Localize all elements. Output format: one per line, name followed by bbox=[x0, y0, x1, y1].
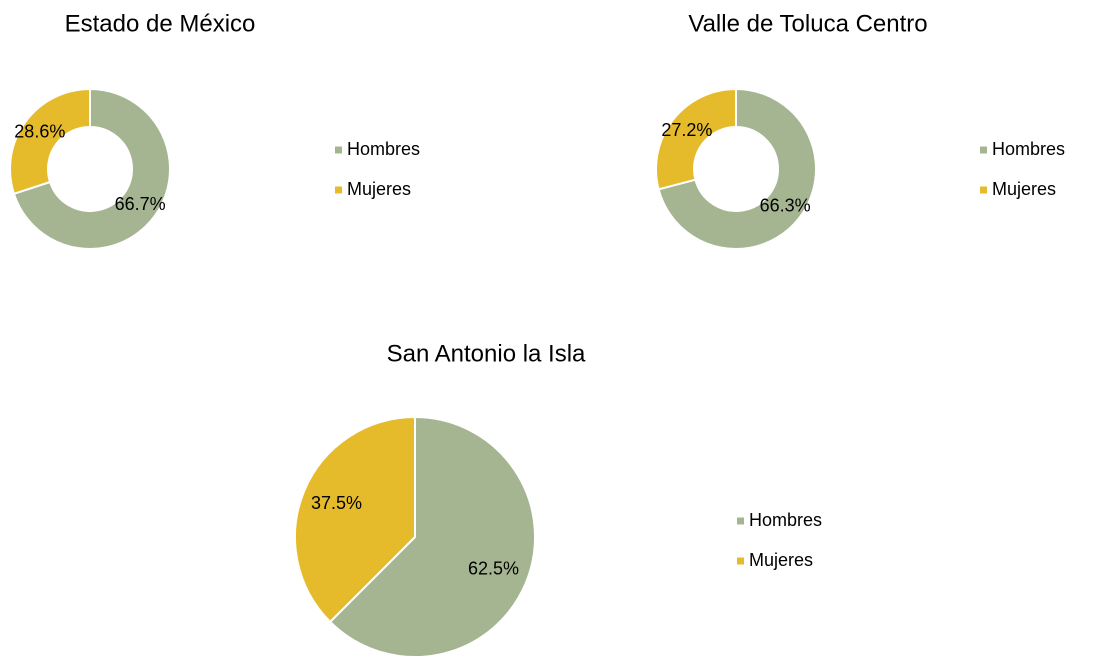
data-label: 66.7% bbox=[115, 194, 166, 214]
legend-swatch bbox=[335, 186, 342, 194]
chart-title: Valle de Toluca Centro bbox=[688, 10, 927, 37]
legend-label: Mujeres bbox=[347, 179, 411, 199]
donut-slice bbox=[657, 87, 817, 250]
legend-swatch bbox=[737, 517, 744, 525]
legend-swatch bbox=[737, 557, 744, 565]
legend-label: Hombres bbox=[347, 139, 420, 159]
chart-title: Estado de México bbox=[65, 10, 256, 37]
donut-slice bbox=[9, 87, 91, 196]
legend-label: Hombres bbox=[992, 139, 1065, 159]
legend-swatch bbox=[335, 146, 342, 154]
pie-slice bbox=[294, 415, 416, 624]
legend-label: Hombres bbox=[749, 510, 822, 530]
data-label: 28.6% bbox=[14, 121, 65, 141]
data-label: 37.5% bbox=[311, 493, 362, 513]
data-label: 66.3% bbox=[760, 196, 811, 216]
chart-title: San Antonio la Isla bbox=[387, 340, 586, 367]
legend-label: Mujeres bbox=[749, 550, 813, 570]
data-label: 27.2% bbox=[661, 120, 712, 140]
legend-label: Mujeres bbox=[992, 179, 1056, 199]
pie-slice bbox=[328, 415, 536, 657]
data-label: 62.5% bbox=[468, 558, 519, 578]
legend-swatch bbox=[980, 146, 987, 154]
donut-slice bbox=[12, 87, 171, 250]
donut-slice bbox=[655, 87, 737, 191]
legend-swatch bbox=[980, 186, 987, 194]
